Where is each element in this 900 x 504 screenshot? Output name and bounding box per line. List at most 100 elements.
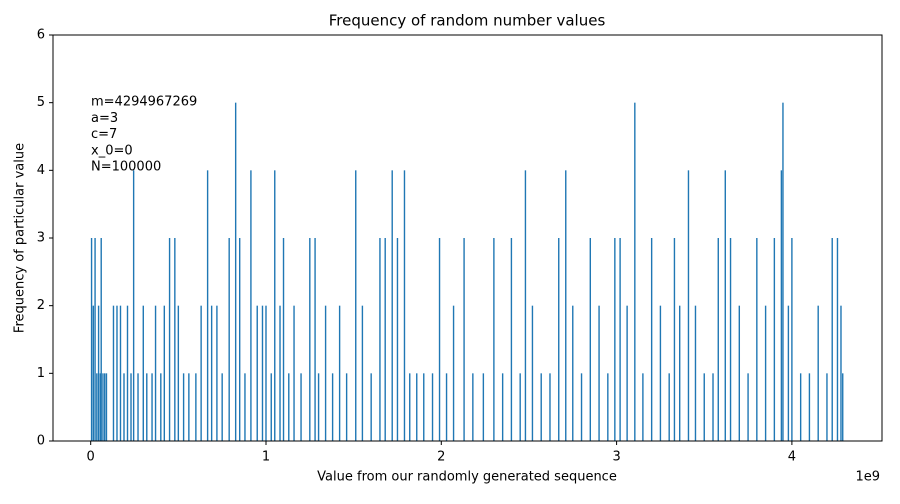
bar [558,238,560,441]
bar [261,305,264,441]
bar [234,102,237,442]
bar [200,305,202,441]
annotation-line: a=3 [91,111,118,126]
bar [355,170,357,442]
bar [146,373,148,441]
bar [282,238,285,441]
bar [265,305,267,441]
bar [309,238,311,441]
bar [104,373,106,441]
bar [607,373,609,441]
bar [331,373,334,441]
bar [324,305,327,441]
x-axis-label: Value from our randomly generated sequen… [317,470,617,485]
bar [379,238,381,441]
x-tick-label: 4 [788,450,796,465]
bar [338,305,341,441]
bar [668,373,670,441]
bar [431,373,434,441]
y-tick-label: 5 [37,95,45,110]
bar [764,305,767,441]
bar [210,305,213,441]
bar [510,238,513,441]
bar [361,305,364,441]
bar [168,238,171,441]
bar [270,373,272,441]
bar [565,170,567,442]
y-axis-label: Frequency of particular value [13,143,28,333]
bar [384,238,386,441]
bar [729,238,732,441]
annotation-line: c=7 [91,127,117,142]
bar [717,238,719,441]
bar [100,238,102,441]
bar [501,373,504,441]
bar [791,238,793,441]
bar [836,238,839,441]
bar [482,373,485,441]
x-tick-label: 0 [87,450,95,465]
bar [116,305,118,441]
bar [314,238,316,441]
bar [288,373,290,441]
bar [572,305,574,441]
bar [747,373,749,441]
bar [105,373,108,441]
bar [673,238,676,441]
annotation-line: m=4294967269 [91,95,197,110]
bar [756,238,758,441]
bar [216,305,218,441]
bar [244,373,246,441]
bar [123,373,125,441]
annotation-line: N=100000 [91,160,161,175]
bar [614,238,616,441]
annotation-line: x_0=0 [91,143,133,158]
bar [472,373,474,441]
bar [94,238,96,441]
bar [659,305,662,441]
bar [782,102,784,442]
y-tick-label: 0 [37,434,45,449]
bar [808,373,811,441]
x-tick-label: 1 [262,450,270,465]
bar [182,373,185,441]
bar [799,373,802,441]
bar [842,373,844,441]
bar [787,305,790,441]
x-tick-label: 3 [612,450,620,465]
bar [130,373,132,441]
chart-title: Frequency of random number values [329,12,606,30]
bar [92,305,95,441]
bar [423,373,425,441]
bar [531,305,534,441]
bar [831,238,833,441]
x-tick-label: 2 [437,450,445,465]
bar [589,238,591,441]
bar [137,373,139,441]
bar [619,238,621,441]
bar [188,373,190,441]
bar [97,305,100,441]
bar [549,373,551,441]
y-tick-label: 2 [37,298,45,313]
bar [826,373,828,441]
bar [712,373,714,441]
bar [452,305,455,441]
bar [195,373,197,441]
bar [279,305,281,441]
bar [519,373,521,441]
bar [119,305,122,441]
bar [642,373,644,441]
bar [163,305,166,441]
bar [650,238,653,441]
bar [598,305,600,441]
y-tick-label: 4 [37,163,45,178]
bar [102,373,104,441]
bar [738,305,741,441]
bar [345,373,348,441]
bar [274,170,276,442]
bar [416,373,418,441]
bar [687,170,690,442]
